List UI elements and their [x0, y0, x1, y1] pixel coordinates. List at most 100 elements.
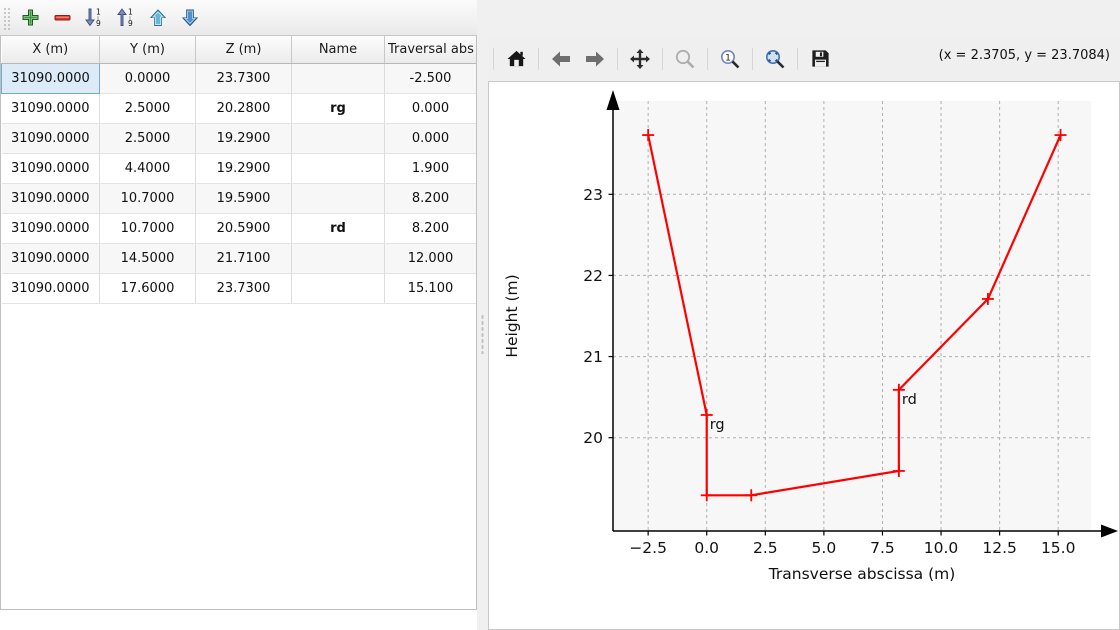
cell-z[interactable]: 19.2900 [195, 153, 292, 184]
cell-traversal: 12.000 [384, 243, 476, 274]
cell-y[interactable]: 17.6000 [99, 273, 196, 304]
toolbar-separator [662, 47, 663, 70]
cell-x[interactable]: 31090.0000 [1, 243, 100, 274]
point-annotation: rd [902, 392, 917, 408]
svg-text:1: 1 [725, 53, 731, 63]
svg-text:9: 9 [128, 19, 133, 28]
plus-icon [22, 9, 38, 26]
home-button[interactable] [499, 43, 533, 75]
table-body: 31090.0000 0.0000 23.7300 -2.500 31090.0000 2… [1, 62, 476, 609]
splitter-grip[interactable] [481, 314, 484, 354]
y-tick-label: 22 [583, 267, 603, 285]
sort-down-1-9-icon: 1 9 [85, 7, 101, 28]
cell-x[interactable]: 31090.0000 [1, 153, 100, 184]
cell-traversal: 8.200 [384, 183, 476, 214]
toolbar-drag-handle[interactable] [2, 5, 11, 30]
cell-name[interactable] [291, 63, 385, 94]
sort-ascending-button[interactable]: 1 9 [110, 3, 142, 33]
cell-x[interactable]: 31090.0000 [1, 183, 100, 214]
column-header-z[interactable]: Z (m) [195, 36, 292, 64]
y-tick-label: 23 [583, 186, 603, 204]
plot-panel: 1 [488, 0, 1120, 630]
home-icon [506, 50, 526, 67]
cell-name[interactable] [291, 183, 385, 214]
cell-z[interactable]: 21.7100 [195, 243, 292, 274]
data-point-marker [700, 489, 713, 502]
data-table-container[interactable]: X (m) Y (m) Z (m) Name Traversal abs (m … [0, 36, 477, 610]
data-table: X (m) Y (m) Z (m) Name Traversal abs (m … [1, 36, 476, 609]
table-row[interactable]: 31090.0000 17.6000 23.7300 15.100 [1, 273, 476, 304]
cell-z[interactable]: 23.7300 [195, 273, 292, 304]
magnifier-icon [675, 49, 695, 68]
profile-chart: −2.5 0.0 2.5 5.0 7.5 10.0 12.5 15.0 20 21 22 23 Tran… [503, 90, 1118, 583]
table-row[interactable]: 31090.0000 14.5000 21.7100 12.000 [1, 243, 476, 274]
cell-z[interactable]: 19.5900 [195, 183, 292, 214]
column-header-y[interactable]: Y (m) [99, 36, 196, 64]
save-button[interactable] [803, 43, 837, 75]
data-point-marker [981, 292, 994, 305]
column-header-name[interactable]: Name [291, 36, 385, 64]
magnifier-1-icon: 1 [721, 49, 740, 68]
forward-button[interactable] [578, 43, 612, 75]
cell-name[interactable] [291, 153, 385, 184]
x-tick-label: 0.0 [694, 539, 719, 557]
cell-x[interactable]: 31090.0000 [1, 273, 100, 304]
back-button[interactable] [544, 43, 578, 75]
zoom-one-button[interactable]: 1 [713, 43, 747, 75]
minus-icon [54, 15, 70, 21]
remove-row-button[interactable] [46, 3, 78, 33]
table-row[interactable]: 31090.0000 10.7000 19.5900 8.200 [1, 183, 476, 214]
move-down-button[interactable] [174, 3, 206, 33]
x-tick-label: 2.5 [753, 539, 778, 557]
cell-z[interactable]: 20.2800 [195, 93, 292, 124]
pan-button[interactable] [623, 43, 657, 75]
table-row[interactable]: 31090.0000 2.5000 20.2800 rg 0.000 [1, 93, 476, 124]
x-tick-label: 12.5 [982, 539, 1017, 557]
coordinate-readout: (x = 2.3705, y = 23.7084) [938, 48, 1110, 63]
cell-name[interactable]: rd [291, 213, 385, 244]
arrow-up-icon [149, 8, 167, 26]
plot-background [613, 101, 1091, 531]
svg-text:1: 1 [128, 7, 133, 16]
cell-z[interactable]: 20.5900 [195, 213, 292, 244]
cell-x[interactable]: 31090.0000 [1, 93, 100, 124]
cell-z[interactable]: 23.7300 [195, 63, 292, 94]
cell-y[interactable]: 4.4000 [99, 153, 196, 184]
table-header-row: X (m) Y (m) Z (m) Name Traversal abs (m [1, 36, 476, 64]
cell-y[interactable]: 2.5000 [99, 93, 196, 124]
cell-y[interactable]: 2.5000 [99, 123, 196, 154]
table-row[interactable]: 31090.0000 10.7000 20.5900 rd 8.200 [1, 213, 476, 244]
cell-x[interactable]: 31090.0000 [1, 213, 100, 244]
table-row[interactable]: 31090.0000 2.5000 19.2900 0.000 [1, 123, 476, 154]
cell-traversal: -2.500 [384, 63, 476, 94]
cell-name[interactable]: rg [291, 93, 385, 124]
add-row-button[interactable] [14, 3, 46, 33]
cell-name[interactable] [291, 123, 385, 154]
cell-y[interactable]: 10.7000 [99, 213, 196, 244]
zoom-region-button[interactable] [758, 43, 792, 75]
panel-splitter[interactable] [477, 36, 488, 630]
table-row[interactable]: 31090.0000 4.4000 19.2900 1.900 [1, 153, 476, 184]
cell-name[interactable] [291, 243, 385, 274]
cell-y[interactable]: 14.5000 [99, 243, 196, 274]
cell-traversal: 1.900 [384, 153, 476, 184]
column-header-traversal[interactable]: Traversal abs (m [384, 36, 476, 64]
cell-y[interactable]: 10.7000 [99, 183, 196, 214]
cell-z[interactable]: 19.2900 [195, 123, 292, 154]
point-annotation: rg [710, 417, 725, 433]
sort-descending-button[interactable]: 1 9 [78, 3, 110, 33]
cell-traversal: 0.000 [384, 123, 476, 154]
move-up-button[interactable] [142, 3, 174, 33]
sort-up-1-9-icon: 1 9 [117, 7, 133, 28]
zoom-button[interactable] [668, 43, 702, 75]
cell-y[interactable]: 0.0000 [99, 63, 196, 94]
column-header-x[interactable]: X (m) [1, 36, 100, 64]
cell-x[interactable]: 31090.0000 [1, 123, 100, 154]
cell-x[interactable]: 31090.0000 [1, 62, 100, 94]
cell-name[interactable] [291, 273, 385, 304]
table-row[interactable]: 31090.0000 0.0000 23.7300 -2.500 [1, 62, 476, 94]
plot-canvas[interactable]: −2.5 0.0 2.5 5.0 7.5 10.0 12.5 15.0 20 21 22 23 Tran… [488, 81, 1120, 630]
x-tick-label: 15.0 [1041, 539, 1076, 557]
data-point-marker [700, 408, 713, 421]
